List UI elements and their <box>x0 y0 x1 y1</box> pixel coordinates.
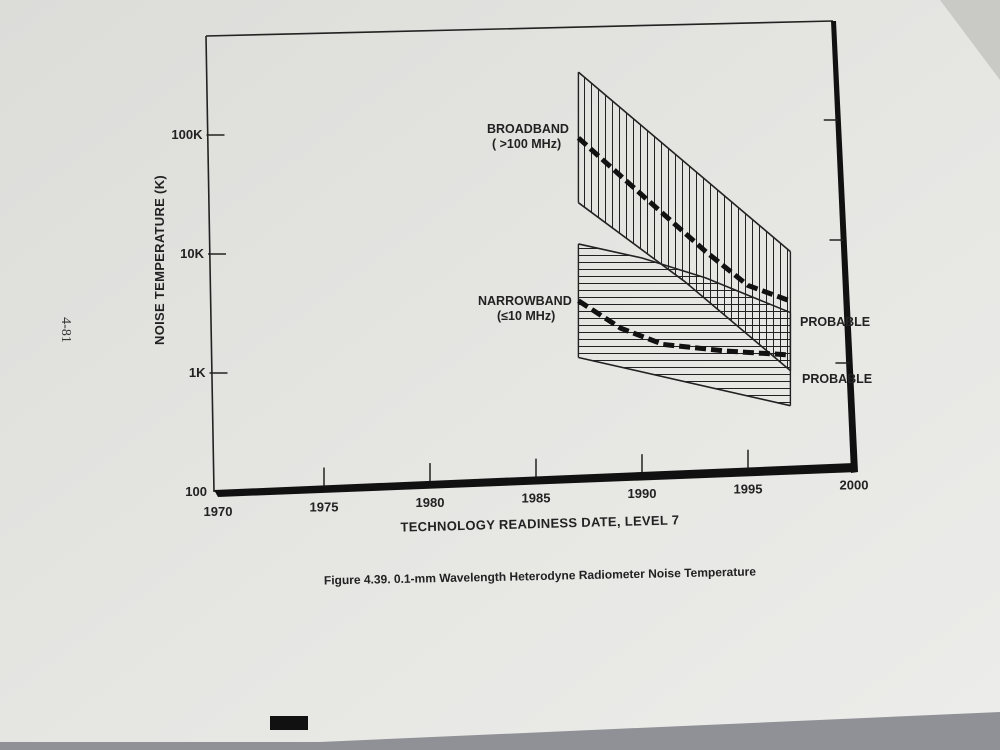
bands <box>576 71 792 407</box>
band-narrowband-lower-edge <box>578 356 791 407</box>
band-broadband-upper-edge <box>577 71 791 253</box>
x-tick-label: 2000 <box>840 477 869 492</box>
frame-top <box>205 20 834 37</box>
x-tick-label: 1970 <box>204 504 233 519</box>
chart: 100 1K 10K 100K 1970 1975 1980 1985 1990 1995 200… <box>152 20 872 535</box>
x-axis-ticks: 1970 1975 1980 1985 1990 1995 2000 <box>204 449 869 519</box>
x-tick-label: 1990 <box>628 486 657 501</box>
region-labels: BROADBAND ( >100 MHz) NARROWBAND (≤10 MH… <box>478 122 872 386</box>
narrowband-label: NARROWBAND <box>478 294 572 308</box>
y-tick-label: 10K <box>180 246 204 261</box>
x-tick-label: 1980 <box>416 495 445 510</box>
band-narrowband-fill <box>578 243 791 406</box>
probable-line-narrowband <box>577 298 791 358</box>
broadband-label: BROADBAND <box>487 122 569 136</box>
page-shadow <box>940 0 1000 80</box>
frame-left <box>205 35 215 493</box>
frame-right <box>831 21 858 473</box>
broadband-probable-label: PROBABLE <box>800 315 870 329</box>
narrowband-probable-label: PROBABLE <box>802 372 872 386</box>
y-tick-label: 100 <box>185 484 207 499</box>
y-tick-label: 1K <box>189 365 206 380</box>
broadband-sublabel: ( >100 MHz) <box>492 137 561 151</box>
x-tick-label: 1985 <box>522 491 551 506</box>
band-narrowband-upper-edge <box>578 243 791 314</box>
band-broadband-lower-edge <box>577 202 791 372</box>
x-tick-label: 1975 <box>310 500 339 515</box>
page-number: 4-81 <box>58 317 73 343</box>
narrowband-sublabel: (≤10 MHz) <box>497 309 555 323</box>
x-axis-title: TECHNOLOGY READINESS DATE, LEVEL 7 <box>400 512 679 534</box>
y-axis-ticks: 100 1K 10K 100K <box>171 127 228 499</box>
x-tick-label: 1995 <box>734 482 763 497</box>
y-tick-label: 100K <box>171 127 203 142</box>
dark-tab-mark <box>270 716 308 730</box>
frame-bottom <box>214 463 858 497</box>
y-axis-right-ticks <box>823 119 850 364</box>
y-axis-title: NOISE TEMPERATURE (K) <box>152 175 167 345</box>
probable-line-broadband <box>576 136 792 304</box>
